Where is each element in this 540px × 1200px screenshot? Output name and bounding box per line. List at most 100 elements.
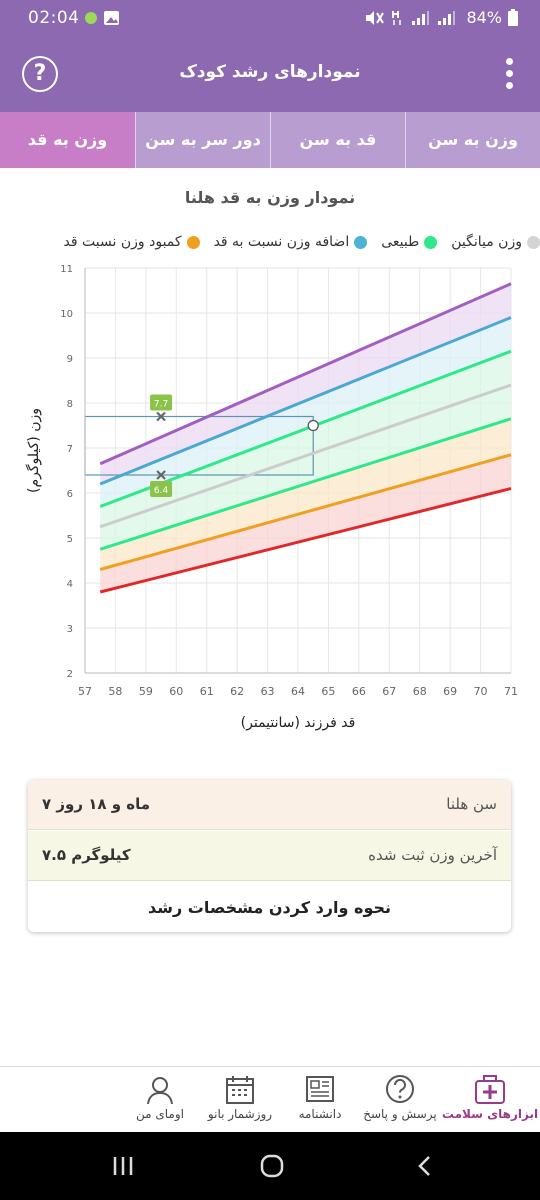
current-point-marker: [307, 419, 319, 432]
y-tick-label: 5: [67, 534, 73, 545]
x-tick-label: 61: [200, 685, 214, 698]
legend-item-average[interactable]: وزن میانگین: [451, 234, 540, 250]
data-icon: [392, 10, 402, 25]
battery-icon: [508, 9, 518, 26]
y-tick-label: 4: [67, 579, 73, 590]
x-tick-label: 64: [291, 685, 305, 698]
notification-icons: [85, 11, 119, 25]
status-right: 84%: [364, 8, 518, 27]
series-line-5: [99, 453, 512, 571]
chart-band: [100, 418, 511, 570]
data-point-marker: [156, 411, 166, 422]
calendar-icon: [226, 1076, 254, 1104]
nav-label: پرسش و پاسخ: [363, 1107, 437, 1121]
nav-label: اومای من: [136, 1107, 184, 1121]
nav-my-profile[interactable]: اومای من: [120, 1067, 200, 1133]
x-tick-label: 57: [78, 685, 92, 698]
nav-label: روزشمار بانو: [207, 1107, 273, 1121]
legend-dot: [186, 235, 200, 249]
legend-item-overweight[interactable]: اضافه وزن نسبت به قد: [214, 234, 368, 250]
chart-band: [100, 385, 511, 550]
y-tick-label: 2: [67, 669, 73, 680]
series-line-2: [99, 349, 512, 508]
nav-health-tools[interactable]: ابزارهای سلامت: [440, 1067, 540, 1133]
x-tick-label: 71: [504, 685, 518, 698]
status-time: 02:04: [28, 8, 80, 28]
home-icon[interactable]: [259, 1154, 285, 1178]
y-tick-label: 3: [67, 624, 73, 635]
data-point-badge: [150, 481, 173, 497]
y-tick-label: 11: [60, 264, 73, 275]
data-point-marker: [156, 470, 166, 480]
x-tick-label: 62: [230, 685, 244, 698]
weight-row: آخرین وزن ثبت شده ۷.۵ کیلوگرم: [28, 831, 511, 881]
x-tick-label: 69: [443, 685, 457, 698]
mute-icon: [366, 10, 385, 25]
legend-dot: [424, 235, 438, 249]
chart-tabs: وزن به سن قد به سن دور سر به سن وزن به ق…: [0, 112, 540, 168]
x-tick-label: 65: [321, 685, 335, 698]
y-tick-label: 10: [60, 309, 73, 320]
newspaper-icon: [306, 1076, 334, 1102]
series-line-6: [99, 487, 512, 594]
tab-weight-for-age[interactable]: وزن به سن: [405, 112, 540, 168]
data-point-badge: [150, 394, 173, 411]
signal-icon-2: [438, 10, 456, 25]
nav-calendar[interactable]: روزشمار بانو: [200, 1067, 280, 1133]
y-tick-label: 9: [67, 354, 73, 365]
series-line-0: [99, 282, 512, 466]
chart-band: [100, 351, 511, 527]
x-tick-label: 63: [261, 685, 275, 698]
howto-link[interactable]: نحوه وارد کردن مشخصات رشد: [147, 898, 392, 917]
data-point-label: 7.7: [154, 400, 168, 410]
chart-band: [100, 283, 511, 484]
data-point-label: 6.4: [154, 486, 169, 496]
app-bar: ? نمودارهای رشد کودک: [0, 36, 540, 112]
page-title: نمودارهای رشد کودک: [179, 62, 361, 82]
x-tick-label: 60: [169, 685, 183, 698]
chart-legend: وزن میانگین طبیعی اضافه وزن نسبت به قد ک…: [0, 228, 540, 256]
age-row: سن هلنا ۷ ماه و ۱۸ روز: [28, 780, 511, 830]
legend-item-underweight[interactable]: کمبود وزن نسبت قد: [64, 234, 200, 250]
x-tick-label: 59: [139, 685, 153, 698]
nav-questions[interactable]: پرسش و پاسخ: [360, 1067, 440, 1133]
weight-value: ۷.۵ کیلوگرم: [42, 846, 131, 864]
help-button[interactable]: ?: [22, 56, 58, 92]
chart-title: نمودار وزن به قد هلنا: [184, 188, 356, 207]
y-axis-label: وزن (کیلوگرم): [25, 408, 42, 493]
legend-dot: [354, 235, 368, 249]
legend-label: وزن میانگین: [451, 234, 522, 250]
x-tick-label: 67: [382, 685, 396, 698]
app-notification-icon: [85, 12, 97, 24]
legend-item-normal[interactable]: طبیعی: [381, 234, 438, 250]
bottom-navigation: ابزارهای سلامت پرسش و پاسخ دانشنامه: [0, 1066, 540, 1132]
more-menu-icon[interactable]: [506, 58, 514, 92]
nav-label: ابزارهای سلامت: [441, 1107, 539, 1121]
info-card: سن هلنا ۷ ماه و ۱۸ روز آخرین وزن ثبت شده…: [28, 780, 511, 932]
legend-label: طبیعی: [381, 234, 420, 250]
x-tick-label: 70: [474, 685, 488, 698]
y-tick-label: 8: [67, 399, 73, 410]
status-bar: 02:04 84%: [0, 0, 540, 36]
tab-weight-for-height[interactable]: وزن به قد: [0, 112, 135, 168]
tab-head-circumference-for-age[interactable]: دور سر به سن: [135, 112, 270, 168]
legend-label: اضافه وزن نسبت به قد: [213, 234, 350, 250]
x-tick-label: 66: [352, 685, 366, 698]
system-navigation-bar: [0, 1132, 540, 1200]
howto-row[interactable]: نحوه وارد کردن مشخصات رشد: [28, 882, 511, 932]
back-icon[interactable]: [412, 1154, 438, 1178]
series-line-4: [99, 417, 512, 551]
tab-height-for-age[interactable]: قد به سن: [270, 112, 405, 168]
chart-band: [100, 317, 511, 507]
series-line-1: [99, 316, 512, 486]
legend-label: کمبود وزن نسبت قد: [63, 234, 182, 250]
battery-percent: 84%: [466, 8, 502, 27]
question-bubble-icon: [386, 1075, 414, 1103]
weight-label: آخرین وزن ثبت شده: [368, 846, 497, 864]
nav-encyclopedia[interactable]: دانشنامه: [280, 1067, 360, 1133]
x-tick-label: 68: [413, 685, 427, 698]
y-tick-label: 7: [67, 444, 73, 455]
recent-apps-icon[interactable]: [110, 1154, 136, 1178]
x-tick-label: 58: [108, 685, 122, 698]
